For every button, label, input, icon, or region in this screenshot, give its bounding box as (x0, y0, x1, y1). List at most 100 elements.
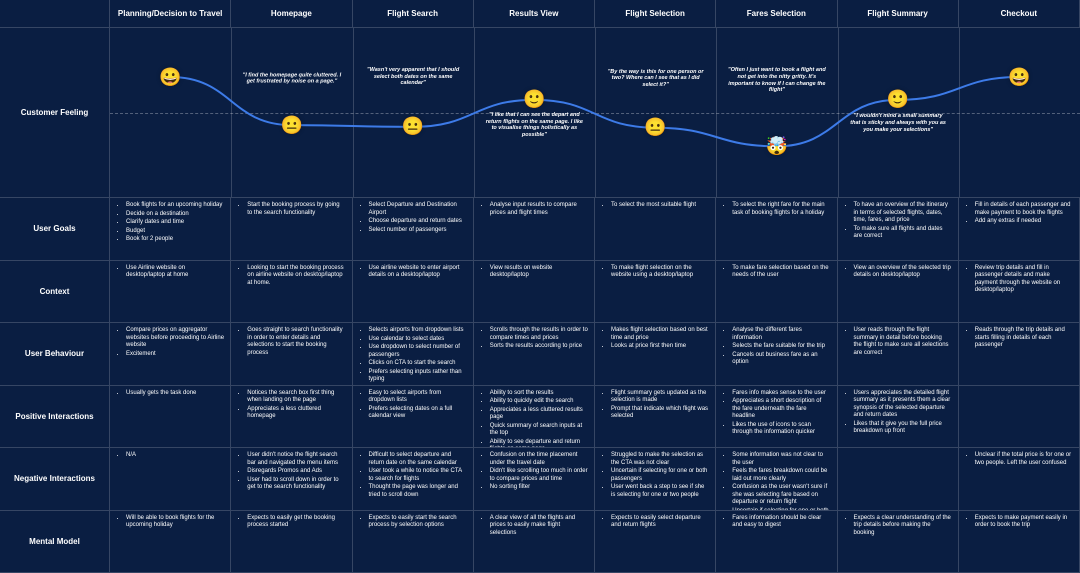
bullet-item: Expects to easily select departure and r… (611, 515, 709, 530)
bullet-item: Confusion as the user wasn't sure if she… (732, 484, 830, 507)
feeling-emoji-3: 🙂 (522, 88, 546, 112)
bullet-item: User had to scroll down in order to get … (247, 477, 345, 492)
bullet-list: Use Airline website on desktop/laptop at… (116, 265, 224, 280)
bullet-item: N/A (126, 452, 224, 460)
negative-cell-6 (838, 448, 959, 511)
bullet-item: To make flight selection on the website … (611, 265, 709, 280)
feeling-quote-1: "Wasn't very apparent that I should sele… (363, 67, 463, 87)
goals-cell-0: Book flights for an upcoming holidayDeci… (110, 198, 231, 261)
col-header-label: Results View (509, 9, 558, 18)
bullet-list: Easy to select airports from dropdown li… (359, 390, 467, 421)
bullet-item: Analyse input results to compare prices … (490, 202, 588, 217)
bullet-list: Ability to sort the resultsAbility to qu… (480, 390, 588, 449)
positive-cell-5: Fares info makes sense to the userApprec… (716, 386, 837, 449)
bullet-item: Prefers selecting dates on a full calend… (369, 406, 467, 421)
bullet-item: To make fare selection based on the need… (732, 265, 830, 280)
bullet-list: Expects to make payment easily in order … (965, 515, 1073, 530)
bullet-item: Ability to sort the results (490, 390, 588, 398)
bullet-list: Unclear if the total price is for one or… (965, 452, 1073, 467)
goals-cell-5: To select the right fare for the main ta… (716, 198, 837, 261)
positive-cell-4: Flight summary gets updated as the selec… (595, 386, 716, 449)
bullet-item: Choose departure and return dates (369, 218, 467, 226)
bullet-item: Looks at price first then time (611, 343, 709, 351)
behaviour-cell-1: Goes straight to search functionality in… (231, 323, 352, 386)
col-header-label: Homepage (271, 9, 312, 18)
bullet-list: Fares information should be clear and ea… (722, 515, 830, 530)
bullet-list: Will be able to book flights for the upc… (116, 515, 224, 530)
bullet-list: Usually gets the task done (116, 390, 224, 398)
bullet-list: Some information was not clear to the us… (722, 452, 830, 511)
col-header-6: Flight Summary (838, 0, 959, 28)
mental-cell-6: Expects a clear understanding of the tri… (838, 511, 959, 573)
mental-cell-5: Fares information should be clear and ea… (716, 511, 837, 573)
row-label-feeling: Customer Feeling (0, 28, 110, 198)
context-cell-2: Use airline website to enter airport det… (353, 261, 474, 324)
feeling-quote-4: "Often I just want to book a flight and … (727, 67, 827, 93)
bullet-item: Decide on a destination (126, 211, 224, 219)
bullet-list: Expects to easily get the booking proces… (237, 515, 345, 530)
bullet-item: Book flights for an upcoming holiday (126, 202, 224, 210)
bullet-item: Appreciates a less cluttered homepage (247, 406, 345, 421)
bullet-item: Sorts the results according to price (490, 343, 588, 351)
bullet-list: Notices the search box first thing when … (237, 390, 345, 421)
bullet-item: Likes that it give you the full price br… (854, 421, 952, 436)
bullet-item: Some information was not clear to the us… (732, 452, 830, 467)
bullet-item: Expects to make payment easily in order … (975, 515, 1073, 530)
negative-cell-3: Confusion on the time placement under th… (474, 448, 595, 511)
bullet-item: Book for 2 people (126, 236, 224, 244)
negative-cell-1: User didn't notice the flight search bar… (231, 448, 352, 511)
bullet-list: Expects to easily select departure and r… (601, 515, 709, 530)
bullet-list: Analyse input results to compare prices … (480, 202, 588, 217)
mental-cell-3: A clear view of all the flights and pric… (474, 511, 595, 573)
bullet-item: Prefers selecting inputs rather than typ… (369, 369, 467, 384)
feeling-emoji-0: 😀 (159, 65, 183, 89)
bullet-item: Clicks on CTA to start the search (369, 360, 467, 368)
bullet-item: Expects to easily get the booking proces… (247, 515, 345, 530)
bullet-item: Users appreciates the detailed flight su… (854, 390, 952, 420)
col-header-label: Flight Selection (625, 9, 685, 18)
feeling-emoji-4: 😐 (644, 116, 668, 140)
negative-cell-2: Difficult to select departure and return… (353, 448, 474, 511)
bullet-item: To select the most suitable flight (611, 202, 709, 210)
feeling-quote-3: "By the way is this for one person or tw… (606, 69, 706, 89)
bullet-list: Book flights for an upcoming holidayDeci… (116, 202, 224, 244)
goals-cell-4: To select the most suitable flight (595, 198, 716, 261)
bullet-list: To select the most suitable flight (601, 202, 709, 210)
context-cell-3: View results on website desktop/laptop (474, 261, 595, 324)
bullet-item: Confusion on the time placement under th… (490, 452, 588, 467)
col-header-4: Flight Selection (595, 0, 716, 28)
bullet-item: Uncertain if selecting for one or both p… (611, 468, 709, 483)
bullet-item: Selects airports from dropdown lists (369, 327, 467, 335)
bullet-list: Expects a clear understanding of the tri… (844, 515, 952, 538)
col-header-label: Planning/Decision to Travel (118, 9, 222, 18)
negative-cell-0: N/A (110, 448, 231, 511)
goals-cell-3: Analyse input results to compare prices … (474, 198, 595, 261)
col-header-3: Results View (474, 0, 595, 28)
bullet-item: Easy to select airports from dropdown li… (369, 390, 467, 405)
bullet-item: User didn't notice the flight search bar… (247, 452, 345, 467)
bullet-item: Use calendar to select dates (369, 336, 467, 344)
context-cell-0: Use Airline website on desktop/laptop at… (110, 261, 231, 324)
bullet-list: Review trip details and fill in passenge… (965, 265, 1073, 295)
bullet-list: Flight summary gets updated as the selec… (601, 390, 709, 421)
feeling-emoji-6: 🙂 (886, 88, 910, 112)
bullet-item: Appreciates a short description of the f… (732, 398, 830, 421)
bullet-item: User took a while to notice the CTA to s… (369, 468, 467, 483)
bullet-item: Add any extras if needed (975, 218, 1073, 226)
negative-cell-4: Struggled to make the selection as the C… (595, 448, 716, 511)
bullet-list: User didn't notice the flight search bar… (237, 452, 345, 492)
feeling-emoji-2: 😐 (401, 115, 425, 139)
bullet-list: To make fare selection based on the need… (722, 265, 830, 280)
bullet-list: To have an overview of the itinerary in … (844, 202, 952, 241)
context-cell-1: Looking to start the booking process on … (231, 261, 352, 324)
feeling-emoji-1: 😐 (280, 113, 304, 137)
corner-cell (0, 0, 110, 28)
col-header-1: Homepage (231, 0, 352, 28)
col-header-0: Planning/Decision to Travel (110, 0, 231, 28)
bullet-item: Disregards Promos and Ads (247, 468, 345, 476)
positive-cell-0: Usually gets the task done (110, 386, 231, 449)
bullet-item: Looking to start the booking process on … (247, 265, 345, 288)
bullet-item: Review trip details and fill in passenge… (975, 265, 1073, 295)
bullet-list: N/A (116, 452, 224, 460)
bullet-item: To select the right fare for the main ta… (732, 202, 830, 217)
